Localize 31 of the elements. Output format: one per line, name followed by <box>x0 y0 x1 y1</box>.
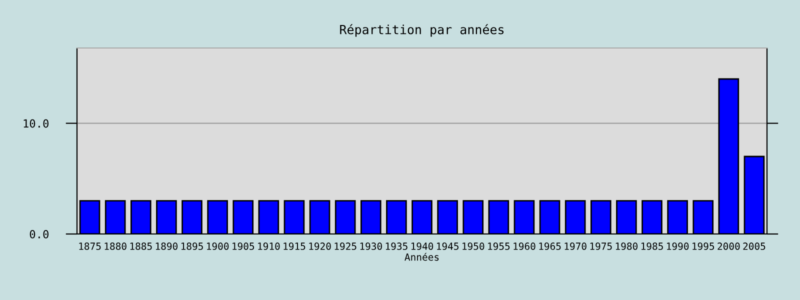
x-tick-label: 1985 <box>641 242 663 250</box>
x-tick-label: 1875 <box>79 242 101 250</box>
x-tick-label: 1890 <box>156 242 178 250</box>
x-tick-label: 1910 <box>258 242 280 250</box>
x-tick-label: 1905 <box>232 242 254 250</box>
x-tick-label: 2000 <box>718 242 740 250</box>
x-tick-label: 1950 <box>462 242 484 250</box>
y-tick-label: 10.0 <box>24 119 48 128</box>
x-tick-label: 1915 <box>284 242 306 250</box>
chart-title: Répartition par années <box>340 24 504 37</box>
x-tick-label: 1960 <box>514 242 536 250</box>
x-tick-label: 1880 <box>104 242 126 250</box>
x-tick-label: 1920 <box>309 242 331 250</box>
x-tick-label: 1895 <box>181 242 203 250</box>
x-tick-label: 1965 <box>539 242 561 250</box>
x-tick-label: 1990 <box>667 242 689 250</box>
x-tick-label: 1935 <box>386 242 408 250</box>
x-tick-label: 1885 <box>130 242 152 250</box>
x-tick-label: 1925 <box>334 242 356 250</box>
x-tick-label: 1900 <box>207 242 229 250</box>
y-tick-label: 0.0 <box>30 230 48 238</box>
x-tick-label: 1930 <box>360 242 382 250</box>
x-axis-title: Années <box>404 252 439 261</box>
x-tick-label: 1975 <box>590 242 612 250</box>
x-tick-label: 1955 <box>488 242 510 250</box>
x-tick-label: 1980 <box>616 242 638 250</box>
x-tick-label: 1940 <box>411 242 434 250</box>
x-tick-label: 1995 <box>692 242 714 250</box>
x-tick-label: 2005 <box>743 242 766 250</box>
x-tick-label: 1945 <box>437 242 458 250</box>
x-tick-label: 1970 <box>564 242 586 250</box>
